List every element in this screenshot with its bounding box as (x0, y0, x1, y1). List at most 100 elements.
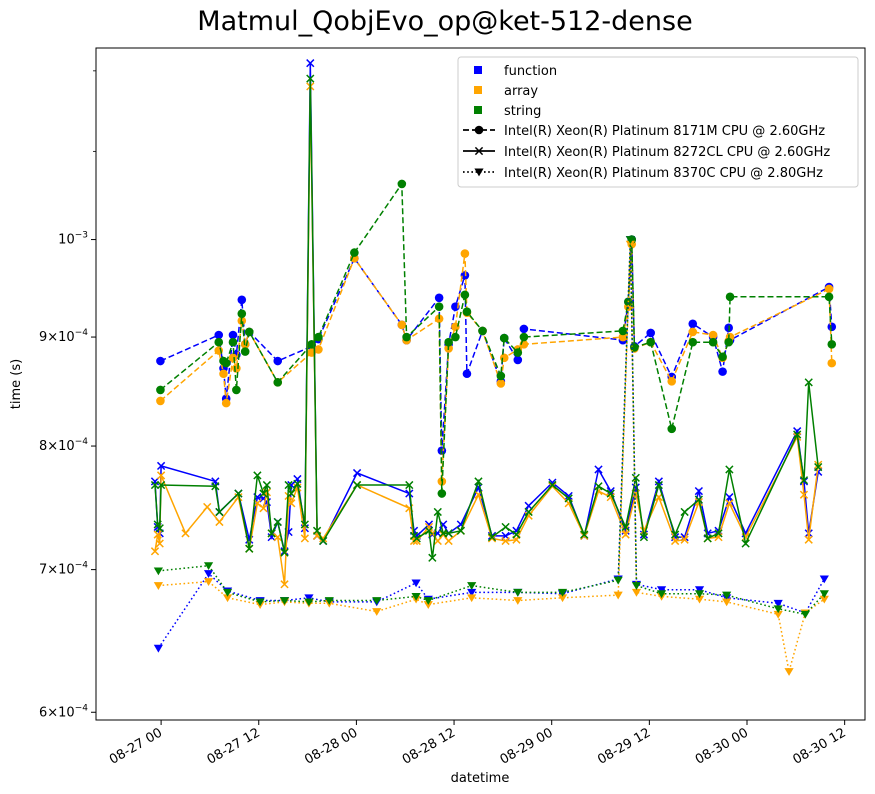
data-point (150, 480, 160, 490)
data-point (253, 471, 262, 480)
data-point (741, 539, 750, 548)
data-point (411, 592, 421, 601)
data-point (423, 601, 433, 610)
data-point (625, 236, 635, 244)
data-point (501, 522, 510, 532)
legend: function array string Intel(R) Xeon(R) Plat… (457, 56, 859, 188)
data-point (434, 293, 444, 303)
data-point (548, 478, 557, 487)
data-point (434, 302, 444, 312)
series-line (158, 239, 825, 616)
data-point (211, 482, 220, 491)
legend-label: string (504, 104, 541, 119)
data-point (155, 524, 164, 533)
y-axis: 6×10−4 7×10−4 8×10−4 9×10−4 10−3 (39, 70, 96, 720)
data-point (613, 591, 623, 600)
data-point (564, 494, 573, 503)
data-point (314, 345, 323, 354)
series-array-triangle-down (153, 240, 829, 676)
data-point (221, 398, 231, 408)
data-point (402, 332, 411, 342)
data-point (234, 489, 243, 498)
plot-area-frame (95, 47, 866, 721)
data-point (462, 307, 472, 317)
data-point (352, 480, 362, 490)
data-point (680, 535, 689, 544)
data-point (156, 461, 166, 471)
data-point (232, 385, 241, 395)
data-point (594, 482, 603, 491)
legend-swatch (474, 86, 482, 94)
data-point (237, 295, 247, 305)
x-axis-label: datetime (451, 771, 510, 786)
series-line (157, 239, 825, 649)
data-point (228, 353, 238, 363)
x-tick-label: 08-29 12 (595, 725, 653, 767)
data-point (827, 339, 837, 349)
data-point (725, 465, 734, 474)
data-point (245, 544, 254, 553)
data-point (300, 534, 309, 543)
data-point (722, 591, 732, 600)
data-point (156, 396, 165, 406)
data-point (352, 468, 362, 478)
data-point (324, 597, 334, 605)
data-point (203, 502, 212, 512)
series-string-circle (156, 179, 837, 498)
data-point (773, 599, 783, 608)
data-point (688, 337, 698, 347)
data-point (519, 324, 529, 334)
data-point (156, 385, 165, 395)
data-point (799, 476, 809, 485)
data-point (654, 477, 663, 486)
legend-swatch (474, 106, 482, 114)
data-point (513, 355, 523, 365)
data-point (724, 337, 733, 347)
data-point (631, 582, 642, 590)
legend-label: Intel(R) Xeon(R) Platinum 8272CL CPU @ 2… (504, 145, 830, 160)
series-string-x (150, 74, 823, 562)
data-point (397, 179, 407, 189)
data-point (306, 74, 315, 83)
data-point (819, 595, 829, 604)
data-point (725, 499, 734, 508)
data-point (287, 499, 296, 508)
data-point (156, 480, 166, 490)
data-point (499, 333, 509, 343)
data-point (827, 322, 837, 332)
data-point (722, 598, 732, 607)
x-tick-label: 08-27 00 (107, 725, 165, 767)
x-tick-label: 08-30 12 (791, 725, 849, 767)
series-layer (150, 59, 837, 676)
data-point (214, 330, 224, 340)
data-point (300, 520, 309, 529)
chart-title: Matmul_QobjEvo_op@ket-512-dense (197, 6, 693, 37)
data-point (150, 547, 160, 556)
data-point (259, 504, 268, 513)
data-point (423, 597, 433, 605)
data-point (606, 489, 615, 498)
data-point (462, 369, 472, 379)
data-point (350, 248, 359, 257)
series-string-triangle-down (153, 236, 829, 619)
series-line (158, 244, 825, 672)
data-point (306, 59, 315, 68)
data-point (524, 507, 533, 517)
y-tick-label: 7×10−4 (39, 561, 88, 578)
data-point (273, 356, 283, 366)
data-point (155, 539, 164, 548)
data-point (397, 320, 407, 330)
data-point (487, 533, 497, 542)
data-point (708, 330, 718, 340)
data-point (284, 480, 293, 490)
data-point (444, 529, 453, 538)
data-point (153, 644, 163, 653)
data-point (618, 326, 628, 336)
data-point (799, 490, 809, 499)
data-point (688, 327, 698, 337)
data-point (273, 517, 282, 527)
data-point (237, 309, 247, 319)
data-point (451, 332, 460, 342)
data-point (433, 507, 442, 517)
